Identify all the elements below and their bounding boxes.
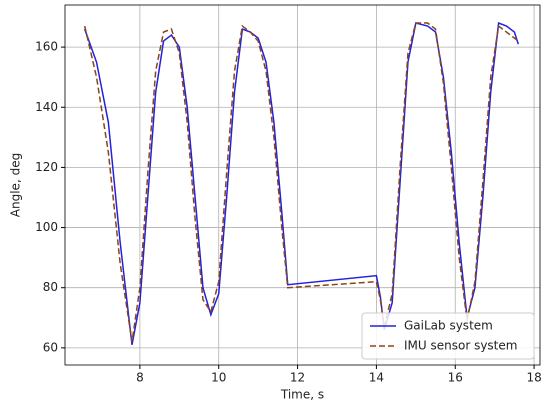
x-tick-label: 8 xyxy=(136,371,144,385)
y-tick-label: 160 xyxy=(35,40,58,54)
y-tick-label: 60 xyxy=(43,340,58,354)
x-tick-label: 14 xyxy=(369,371,384,385)
plot-frame xyxy=(64,4,541,366)
x-tick-label: 18 xyxy=(526,371,541,385)
y-tick-label: 120 xyxy=(35,160,58,174)
y-tick-label: 140 xyxy=(35,100,58,114)
data-line xyxy=(84,21,520,345)
legend-label: GaiLab system xyxy=(404,319,493,333)
y-axis-label: Angle, deg xyxy=(9,153,23,217)
x-axis-label: Time, s xyxy=(280,388,324,402)
data-line xyxy=(83,22,519,342)
x-tick-label: 16 xyxy=(448,371,463,385)
x-tick-label: 12 xyxy=(290,371,305,385)
x-tick-label: 10 xyxy=(211,371,226,385)
y-tick-label: 80 xyxy=(43,280,58,294)
legend-label: IMU sensor system xyxy=(404,339,517,353)
legend-box xyxy=(361,312,535,360)
y-tick-label: 100 xyxy=(35,220,58,234)
